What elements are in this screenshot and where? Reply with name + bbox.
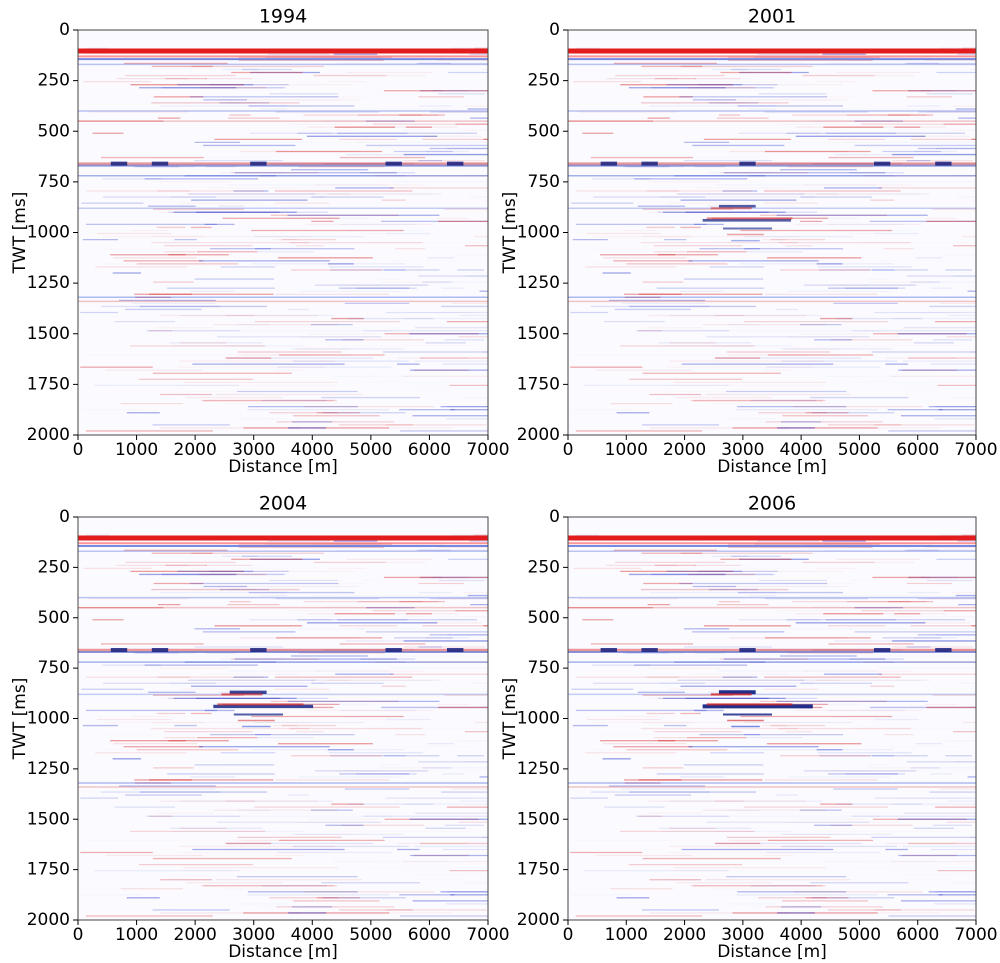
x-tick-label: 0 (73, 440, 84, 460)
x-tick-label: 4000 (291, 925, 334, 945)
y-tick-label: 750 (38, 658, 70, 678)
x-tick-label: 0 (73, 925, 84, 945)
y-tick-label: 1250 (27, 273, 70, 293)
y-tick-label: 250 (528, 71, 560, 91)
y-tick-label: 1750 (27, 860, 70, 880)
y-tick-label: 750 (38, 172, 70, 192)
y-tick-label: 1500 (27, 809, 70, 829)
y-axis-label: TWT [ms] (10, 192, 30, 275)
x-tick-label: 3000 (232, 440, 275, 460)
x-tick-label: 1000 (115, 925, 158, 945)
x-tick-label: 7000 (466, 440, 509, 460)
image-background (78, 517, 488, 920)
y-tick-label: 1500 (517, 324, 560, 344)
y-tick-label: 1000 (517, 709, 560, 729)
x-tick-label: 0 (563, 925, 574, 945)
y-tick-label: 250 (528, 557, 560, 577)
x-tick-label: 3000 (721, 440, 764, 460)
y-axis-label: TWT [ms] (500, 678, 520, 761)
x-tick-label: 1000 (605, 440, 648, 460)
y-tick-label: 0 (549, 507, 560, 527)
x-tick-label: 5000 (349, 440, 392, 460)
y-tick-label: 1500 (27, 324, 70, 344)
x-tick-label: 1000 (605, 925, 648, 945)
y-tick-label: 1750 (517, 860, 560, 880)
x-tick-label: 6000 (408, 925, 451, 945)
x-axis-label: Distance [m] (717, 942, 827, 962)
chart-title: 2006 (748, 493, 796, 515)
x-tick-label: 6000 (896, 440, 939, 460)
y-tick-label: 0 (59, 20, 70, 40)
image-background (78, 30, 488, 435)
x-tick-label: 3000 (721, 925, 764, 945)
x-tick-label: 4000 (780, 440, 823, 460)
y-axis-label: TWT [ms] (500, 192, 520, 275)
image-background (568, 30, 976, 435)
y-tick-label: 1750 (517, 374, 560, 394)
x-tick-label: 5000 (838, 925, 881, 945)
y-tick-label: 1500 (517, 809, 560, 829)
chart-title: 1994 (259, 6, 307, 28)
x-tick-label: 7000 (954, 925, 997, 945)
x-tick-label: 2000 (174, 440, 217, 460)
y-tick-label: 250 (38, 71, 70, 91)
y-tick-label: 500 (528, 121, 560, 141)
y-tick-label: 500 (38, 121, 70, 141)
y-tick-label: 1250 (27, 759, 70, 779)
x-tick-label: 2000 (174, 925, 217, 945)
x-axis-label: Distance [m] (717, 457, 827, 477)
y-tick-label: 2000 (27, 910, 70, 930)
x-tick-label: 6000 (408, 440, 451, 460)
panel: 0 1000 2000 3000 4000 5000 6000 7000 0 250 500 750 1… (10, 6, 510, 478)
y-tick-label: 750 (528, 172, 560, 192)
y-tick-label: 2000 (27, 425, 70, 445)
y-tick-label: 2000 (517, 910, 560, 930)
x-tick-label: 5000 (349, 925, 392, 945)
x-tick-label: 5000 (838, 440, 881, 460)
y-tick-label: 1000 (27, 223, 70, 243)
x-tick-label: 2000 (663, 440, 706, 460)
y-tick-label: 1250 (517, 273, 560, 293)
y-tick-label: 1000 (517, 223, 560, 243)
y-tick-label: 2000 (517, 425, 560, 445)
y-tick-label: 1750 (27, 374, 70, 394)
panel: 0 1000 2000 3000 4000 5000 6000 7000 0 250 500 750 1… (500, 493, 998, 963)
y-axis-label: TWT [ms] (10, 678, 30, 761)
y-tick-label: 250 (38, 557, 70, 577)
y-tick-label: 0 (59, 507, 70, 527)
x-tick-label: 4000 (291, 440, 334, 460)
panel: 0 1000 2000 3000 4000 5000 6000 7000 0 250 500 750 1… (500, 6, 998, 478)
y-tick-label: 750 (528, 658, 560, 678)
x-tick-label: 0 (563, 440, 574, 460)
y-tick-label: 1250 (517, 759, 560, 779)
x-tick-label: 6000 (896, 925, 939, 945)
y-tick-label: 500 (38, 608, 70, 628)
chart-title: 2004 (259, 493, 307, 515)
x-tick-label: 3000 (232, 925, 275, 945)
x-tick-label: 4000 (780, 925, 823, 945)
y-tick-label: 1000 (27, 709, 70, 729)
panel: 0 1000 2000 3000 4000 5000 6000 7000 0 250 500 750 1… (10, 493, 510, 963)
image-background (568, 517, 976, 920)
x-axis-label: Distance [m] (228, 942, 338, 962)
y-tick-label: 500 (528, 608, 560, 628)
x-axis-label: Distance [m] (228, 457, 338, 477)
y-tick-label: 0 (549, 20, 560, 40)
chart-title: 2001 (748, 6, 796, 28)
x-tick-label: 7000 (466, 925, 509, 945)
x-tick-label: 1000 (115, 440, 158, 460)
x-tick-label: 2000 (663, 925, 706, 945)
x-tick-label: 7000 (954, 440, 997, 460)
